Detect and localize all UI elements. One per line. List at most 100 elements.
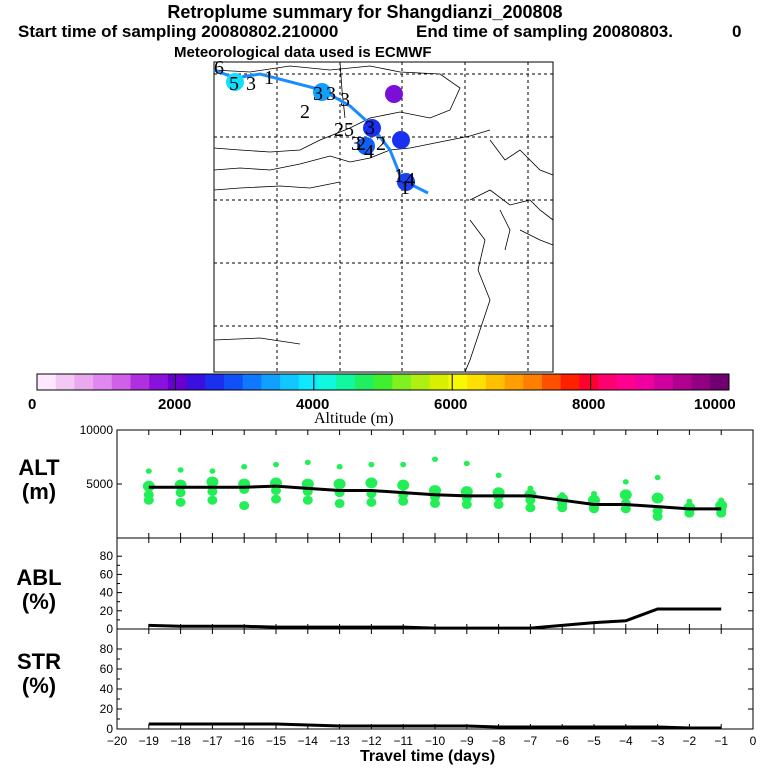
scatter-point [207, 495, 218, 505]
trajectory-label: 2 [376, 133, 386, 155]
scatter-point [525, 495, 536, 505]
colorbar-tick-label: 4000 [296, 396, 330, 413]
scatter-point [460, 486, 473, 497]
y-tick-label: 60 [100, 662, 114, 676]
colorbar-swatch [560, 374, 580, 390]
colorbar-swatch [130, 374, 150, 390]
colorbar-swatch [467, 374, 487, 390]
colorbar-swatch [336, 374, 356, 390]
scatter-point [365, 477, 378, 489]
x-tick-label: −4 [619, 734, 633, 748]
x-tick-label: −7 [524, 734, 538, 748]
scatter-point [525, 503, 536, 513]
scatter-point [620, 504, 631, 514]
colorbar-swatch [298, 374, 319, 390]
colorbar-swatch [616, 374, 636, 390]
colorbar-swatch [261, 374, 281, 390]
scatter-point [619, 489, 632, 501]
colorbar-swatch [242, 374, 262, 390]
scatter-point [651, 492, 664, 504]
colorbar-swatch [373, 374, 393, 390]
colorbar-swatch [448, 374, 468, 390]
scatter-point [589, 504, 599, 514]
colorbar-swatch [205, 374, 225, 390]
scatter-point [368, 461, 375, 468]
scatter-point [654, 474, 661, 481]
colorbar-title: Altitude (m) [314, 410, 394, 427]
scatter-point [463, 460, 470, 467]
colorbar-swatch [224, 374, 244, 390]
sampling-end-tail-text: 0 [732, 22, 742, 41]
abl-panel-label: ABL (%) [0, 566, 84, 614]
scatter-point [493, 500, 504, 510]
colorbar-swatch [579, 374, 599, 390]
colorbar-swatch [598, 374, 618, 390]
x-tick-label: −3 [651, 734, 665, 748]
scatter-point [333, 478, 346, 490]
scatter-point [209, 468, 216, 474]
scatter-point [430, 498, 440, 508]
y-tick-label: 80 [100, 549, 114, 563]
x-tick-label: −8 [492, 734, 506, 748]
scatter-point [336, 464, 343, 470]
scatter-point [304, 459, 311, 466]
panel-frame [116, 628, 754, 730]
y-tick-label: 20 [100, 702, 114, 716]
x-axis-title: Travel time (days) [360, 748, 496, 765]
map-frame [213, 61, 554, 373]
trajectory-label: 1 [400, 177, 410, 199]
series-line [148, 484, 722, 511]
colorbar-swatch [392, 374, 412, 390]
colorbar-swatch [280, 374, 300, 390]
alt-panel-label: ALT (m) [0, 456, 84, 504]
trajectory-label: 4 [405, 169, 415, 191]
colorbar-tick-label: 0 [28, 396, 37, 413]
scatter-point [461, 500, 472, 510]
trajectory-label: 2 [300, 101, 310, 123]
trajectory-label: 3 [326, 83, 336, 105]
trajectory-point [226, 73, 244, 91]
scatter-point [334, 498, 345, 508]
alt-label-line2: (m) [21, 479, 57, 504]
trajectory-label: 3 [246, 73, 256, 95]
trajectory-label: 2 [356, 133, 366, 155]
colorbar-swatch [354, 374, 375, 390]
scatter-point [143, 495, 154, 505]
scatter-point [302, 495, 313, 505]
scatter-point [145, 468, 152, 474]
scatter-point [273, 461, 279, 468]
colorbar [36, 373, 730, 391]
scatter-point [175, 488, 186, 498]
y-tick-label: 80 [100, 642, 114, 656]
str-label-line2: (%) [21, 673, 57, 698]
trajectory-point [392, 131, 410, 149]
colorbar-swatch [429, 374, 449, 390]
scatter-point [652, 511, 663, 521]
trajectory-point [357, 137, 375, 155]
colorbar-swatch [111, 374, 132, 390]
scatter-point [241, 464, 248, 470]
scatter-point [432, 456, 438, 462]
colorbar-swatch [411, 374, 431, 390]
colorbar-swatch [541, 374, 562, 390]
x-tick-label: −6 [555, 734, 569, 748]
x-tick-label: −15 [266, 734, 287, 748]
abl-label-line1: ABL [16, 565, 62, 590]
y-tick-label: 0 [106, 722, 113, 736]
colorbar-swatch [523, 374, 543, 390]
x-tick-label: −12 [361, 734, 382, 748]
trajectory-label: 1 [394, 165, 404, 187]
scatter-point [206, 476, 219, 488]
trajectory-path [213, 68, 429, 195]
abl-label-line2: (%) [21, 589, 57, 614]
x-tick-label: −14 [298, 734, 319, 748]
y-tick-label: 60 [100, 567, 114, 581]
sampling-end-text: End time of sampling 20080803. [416, 22, 673, 41]
colorbar-swatch [167, 374, 188, 390]
trajectory-point [313, 83, 331, 101]
x-tick-label: −18 [170, 734, 191, 748]
x-tick-label: −20 [107, 734, 128, 748]
scatter-point [622, 479, 629, 485]
